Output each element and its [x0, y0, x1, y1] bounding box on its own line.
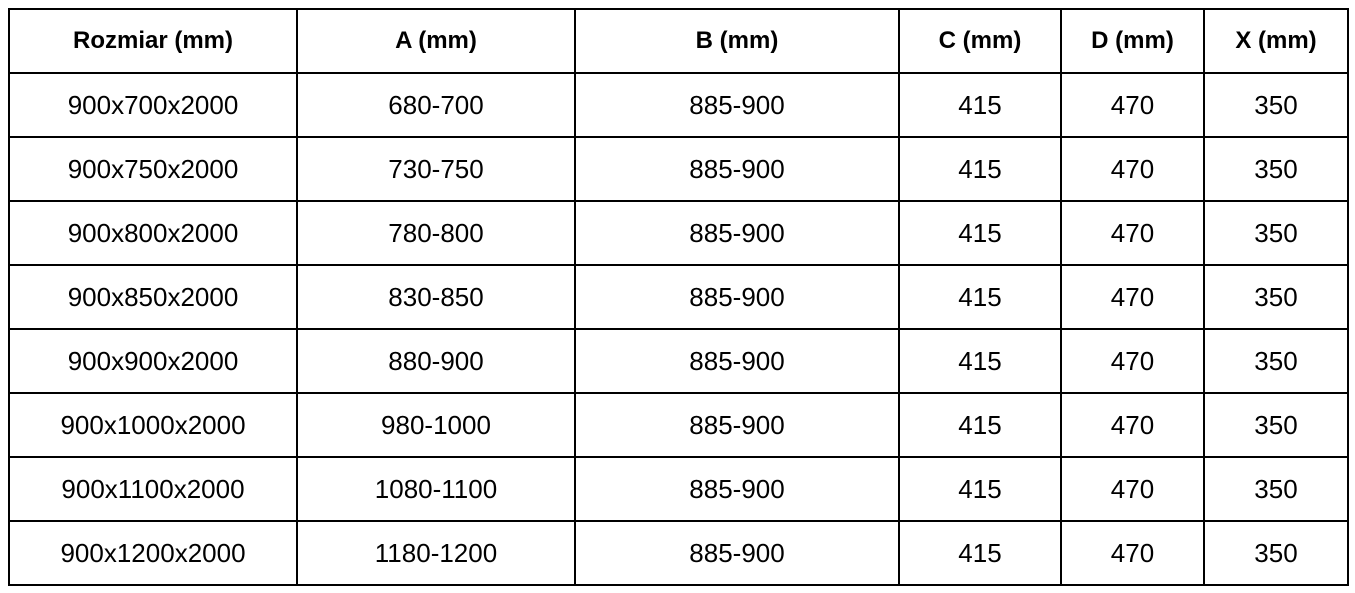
column-header-a: A (mm) [296, 8, 576, 74]
cell-b: 885-900 [574, 264, 900, 330]
cell-a: 1180-1200 [296, 520, 576, 586]
cell-b: 885-900 [574, 200, 900, 266]
cell-size: 900x700x2000 [8, 72, 298, 138]
column-header-size: Rozmiar (mm) [8, 8, 298, 74]
cell-size: 900x750x2000 [8, 136, 298, 202]
cell-x: 350 [1203, 456, 1349, 522]
cell-size: 900x850x2000 [8, 264, 298, 330]
cell-a: 1080-1100 [296, 456, 576, 522]
cell-d: 470 [1060, 264, 1205, 330]
cell-b: 885-900 [574, 328, 900, 394]
column-header-x: X (mm) [1203, 8, 1349, 74]
column-header-d: D (mm) [1060, 8, 1205, 74]
cell-d: 470 [1060, 72, 1205, 138]
cell-b: 885-900 [574, 456, 900, 522]
cell-c: 415 [898, 520, 1062, 586]
cell-b: 885-900 [574, 520, 900, 586]
cell-c: 415 [898, 328, 1062, 394]
cell-x: 350 [1203, 200, 1349, 266]
cell-b: 885-900 [574, 136, 900, 202]
cell-d: 470 [1060, 456, 1205, 522]
cell-a: 780-800 [296, 200, 576, 266]
header-row: Rozmiar (mm) A (mm) B (mm) C (mm) D (mm) X (m… [8, 8, 1349, 74]
cell-c: 415 [898, 200, 1062, 266]
cell-a: 730-750 [296, 136, 576, 202]
cell-d: 470 [1060, 392, 1205, 458]
cell-a: 880-900 [296, 328, 576, 394]
table-row: 900x800x2000 780-800 885-900 415 470 350 [8, 200, 1349, 266]
table-row: 900x1100x2000 1080-1100 885-900 415 470 350 [8, 456, 1349, 522]
cell-d: 470 [1060, 200, 1205, 266]
cell-x: 350 [1203, 520, 1349, 586]
cell-c: 415 [898, 456, 1062, 522]
cell-c: 415 [898, 72, 1062, 138]
cell-d: 470 [1060, 136, 1205, 202]
table-row: 900x1000x2000 980-1000 885-900 415 470 350 [8, 392, 1349, 458]
cell-d: 470 [1060, 520, 1205, 586]
cell-x: 350 [1203, 392, 1349, 458]
cell-b: 885-900 [574, 72, 900, 138]
cell-c: 415 [898, 264, 1062, 330]
cell-x: 350 [1203, 264, 1349, 330]
cell-size: 900x1000x2000 [8, 392, 298, 458]
dimensions-table: Rozmiar (mm) A (mm) B (mm) C (mm) D (mm) X (m… [8, 8, 1349, 586]
table-row: 900x1200x2000 1180-1200 885-900 415 470 350 [8, 520, 1349, 586]
cell-a: 680-700 [296, 72, 576, 138]
cell-size: 900x1100x2000 [8, 456, 298, 522]
cell-x: 350 [1203, 136, 1349, 202]
cell-d: 470 [1060, 328, 1205, 394]
cell-x: 350 [1203, 72, 1349, 138]
column-header-c: C (mm) [898, 8, 1062, 74]
table-row: 900x900x2000 880-900 885-900 415 470 350 [8, 328, 1349, 394]
cell-b: 885-900 [574, 392, 900, 458]
cell-a: 980-1000 [296, 392, 576, 458]
table-row: 900x700x2000 680-700 885-900 415 470 350 [8, 72, 1349, 138]
cell-size: 900x900x2000 [8, 328, 298, 394]
table-row: 900x750x2000 730-750 885-900 415 470 350 [8, 136, 1349, 202]
cell-size: 900x1200x2000 [8, 520, 298, 586]
column-header-b: B (mm) [574, 8, 900, 74]
cell-x: 350 [1203, 328, 1349, 394]
cell-c: 415 [898, 392, 1062, 458]
cell-c: 415 [898, 136, 1062, 202]
table-row: 900x850x2000 830-850 885-900 415 470 350 [8, 264, 1349, 330]
cell-a: 830-850 [296, 264, 576, 330]
cell-size: 900x800x2000 [8, 200, 298, 266]
